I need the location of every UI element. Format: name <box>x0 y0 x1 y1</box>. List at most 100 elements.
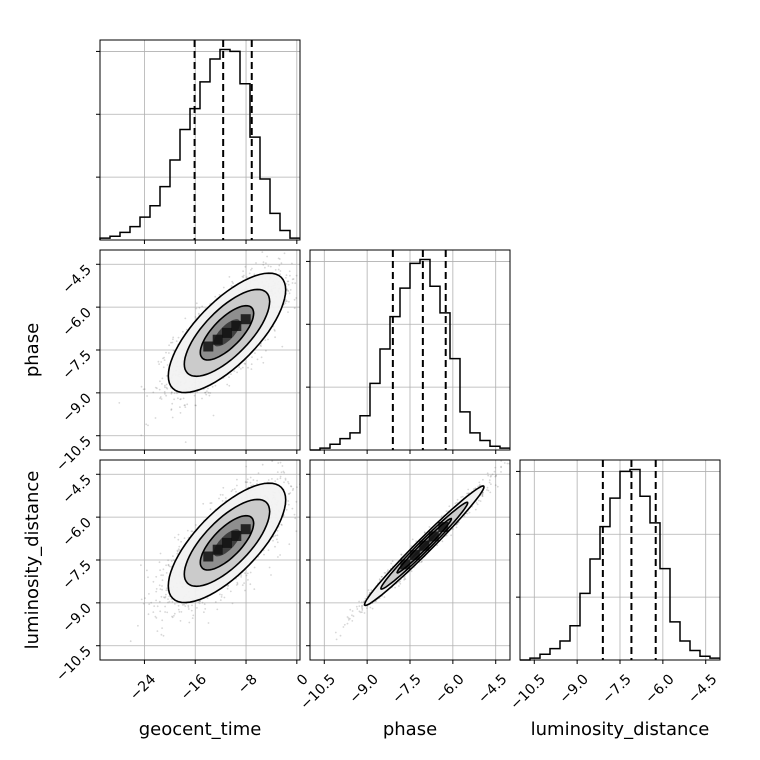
scatter-point <box>242 274 245 277</box>
scatter-point <box>285 283 288 285</box>
scatter-point <box>276 529 279 532</box>
scatter-point <box>162 634 165 637</box>
scatter-point <box>165 375 168 377</box>
scatter-point <box>201 305 204 308</box>
scatter-point <box>184 406 187 408</box>
scatter-point <box>285 276 287 279</box>
scatter-point <box>155 590 158 593</box>
scatter-point <box>171 402 174 405</box>
scatter-point <box>269 265 272 268</box>
scatter-point <box>204 608 207 610</box>
scatter-point <box>260 345 262 347</box>
scatter-point <box>277 257 280 260</box>
scatter-point <box>191 604 193 607</box>
scatter-point <box>276 538 278 541</box>
scatter-point <box>173 536 176 539</box>
density-contour <box>167 272 287 394</box>
scatter-point <box>248 272 251 275</box>
scatter-point <box>227 584 230 587</box>
scatter-point <box>282 470 285 473</box>
scatter-point <box>306 248 308 250</box>
scatter-point <box>158 600 161 603</box>
scatter-point <box>168 344 171 347</box>
scatter-point <box>307 476 309 478</box>
scatter-point <box>242 276 245 278</box>
scatter-point <box>238 366 241 369</box>
scatter-point <box>264 339 267 341</box>
scatter-point <box>170 408 173 410</box>
scatter-point <box>279 273 281 276</box>
scatter-point <box>281 524 283 526</box>
scatter-point <box>192 614 195 617</box>
scatter-point <box>284 298 287 301</box>
scatter-point <box>296 486 298 489</box>
scatter-point <box>190 609 193 612</box>
scatter-point <box>252 479 255 481</box>
scatter-point <box>171 391 173 394</box>
scatter-point <box>145 423 148 426</box>
scatter-point <box>184 317 187 320</box>
scatter-point <box>178 611 181 613</box>
scatter-point <box>284 302 287 305</box>
scatter-point <box>205 393 208 396</box>
scatter-point <box>194 316 197 318</box>
scatter-point <box>245 574 248 577</box>
scatter-point <box>173 559 175 562</box>
scatter-point <box>270 574 272 576</box>
scatter-panel-geocent_time-phase <box>118 248 308 443</box>
scatter-point <box>230 285 233 287</box>
marks-layer <box>99 40 720 661</box>
scatter-point <box>155 617 158 619</box>
scatter-point <box>195 524 197 526</box>
scatter-point <box>255 262 257 264</box>
scatter-point <box>165 383 168 386</box>
scatter-point <box>271 460 274 462</box>
scatter-point <box>142 602 145 605</box>
scatter-point <box>236 581 239 584</box>
scatter-point <box>267 479 270 481</box>
scatter-point <box>158 363 161 365</box>
scatter-point <box>146 395 149 397</box>
scatter-point <box>232 282 235 284</box>
scatter-point <box>274 330 276 332</box>
scatter-point <box>271 478 273 480</box>
scatter-point <box>153 605 156 607</box>
scatter-point <box>177 397 179 400</box>
scatter-point <box>152 391 155 394</box>
scatter-point <box>193 394 196 397</box>
scatter-point <box>159 396 162 398</box>
scatter-point <box>240 368 242 370</box>
scatter-point <box>157 360 160 363</box>
scatter-point <box>182 397 185 400</box>
scatter-point <box>172 336 175 339</box>
scatter-point <box>170 391 173 394</box>
scatter-point <box>274 480 277 483</box>
scatter-point <box>285 508 288 511</box>
scatter-point <box>219 493 222 496</box>
scatter-point <box>262 263 265 266</box>
scatter-point <box>242 270 245 273</box>
scatter-point <box>174 603 176 605</box>
scatter-point <box>267 265 270 267</box>
scatter-point <box>288 543 291 546</box>
scatter-point <box>207 387 209 390</box>
scatter-point <box>291 489 294 491</box>
scatter-point <box>235 490 237 493</box>
scatter-point <box>197 601 200 604</box>
scatter-point <box>301 299 303 301</box>
scatter-point <box>168 600 171 603</box>
scatter-point <box>163 359 166 361</box>
scatter-point <box>180 611 183 613</box>
scatter-point <box>250 368 253 370</box>
scatter-point <box>245 465 248 468</box>
scatter-point <box>158 561 161 564</box>
scatter-point <box>156 387 158 390</box>
scatter-point <box>290 485 293 488</box>
scatter-point <box>184 605 187 607</box>
scatter-point <box>197 312 200 315</box>
scatter-point <box>179 412 182 414</box>
scatter-point <box>147 576 149 579</box>
scatter-point <box>254 352 256 354</box>
histogram-luminosity_distance <box>520 468 720 661</box>
scatter-point <box>167 598 169 600</box>
